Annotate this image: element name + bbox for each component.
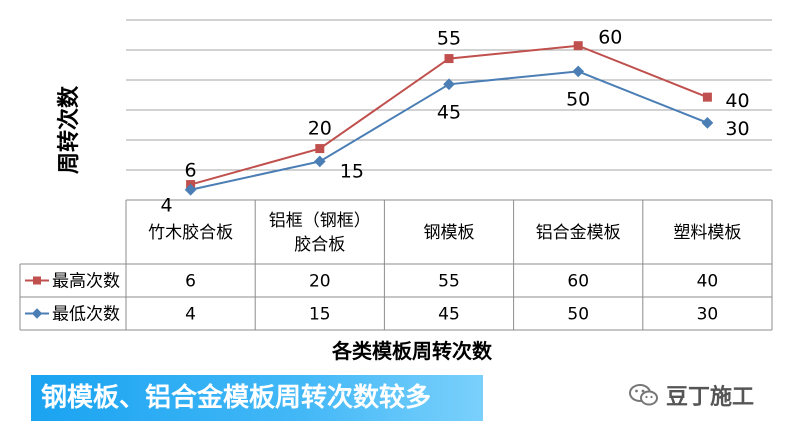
marker-diamond	[701, 117, 714, 129]
category-label: 竹木胶合板	[148, 223, 233, 243]
y-axis-label: 周转次数	[56, 85, 82, 174]
legend-label: 最低次数	[52, 305, 120, 325]
watermark-text: 豆丁施工	[666, 385, 755, 410]
marker-diamond	[313, 155, 326, 168]
table-value: 40	[697, 272, 719, 292]
category-label: 胶合板	[294, 235, 345, 255]
table-value: 15	[309, 305, 331, 325]
marker-diamond	[31, 308, 43, 319]
data-label: 15	[340, 160, 364, 182]
marker-square	[33, 276, 41, 285]
marker-diamond	[443, 78, 455, 91]
data-label: 55	[437, 28, 461, 50]
table-value: 20	[309, 272, 331, 292]
data-label: 4	[161, 195, 173, 217]
data-label: 20	[308, 118, 332, 140]
marker-square	[315, 144, 325, 154]
data-label: 45	[437, 101, 461, 123]
category-label: 塑料模板	[673, 223, 741, 243]
summary-banner: 钢模板、铝合金模板周转次数较多	[31, 375, 483, 421]
data-label: 6	[185, 160, 197, 182]
watermark: 豆丁施工	[628, 375, 754, 415]
data-label: 60	[598, 27, 622, 49]
x-axis-label: 各类模板周转次数	[331, 339, 493, 363]
data-label: 30	[725, 118, 749, 140]
marker-diamond	[572, 65, 585, 78]
table-value: 50	[567, 305, 589, 325]
table-value: 6	[185, 272, 196, 292]
table-value: 55	[438, 272, 460, 292]
marker-square	[573, 41, 583, 51]
category-label: 铝合金模板	[536, 223, 621, 243]
marker-square	[702, 92, 712, 102]
marker-square	[444, 54, 454, 64]
category-label: 钢模板	[424, 223, 475, 243]
legend-label: 最高次数	[52, 272, 120, 292]
wechat-icon	[629, 384, 658, 406]
series-lines	[184, 41, 714, 196]
table-value: 45	[438, 305, 460, 325]
data-label: 50	[566, 88, 590, 110]
data-labels: 6 20 55 60 40 4 15 45 50 30	[161, 27, 750, 217]
table-value: 60	[567, 272, 589, 292]
table-value: 30	[697, 305, 719, 325]
data-label: 40	[725, 90, 749, 112]
category-label: 铝框（钢框）	[269, 211, 371, 231]
table-value: 4	[185, 305, 196, 325]
marker-diamond	[184, 183, 197, 196]
